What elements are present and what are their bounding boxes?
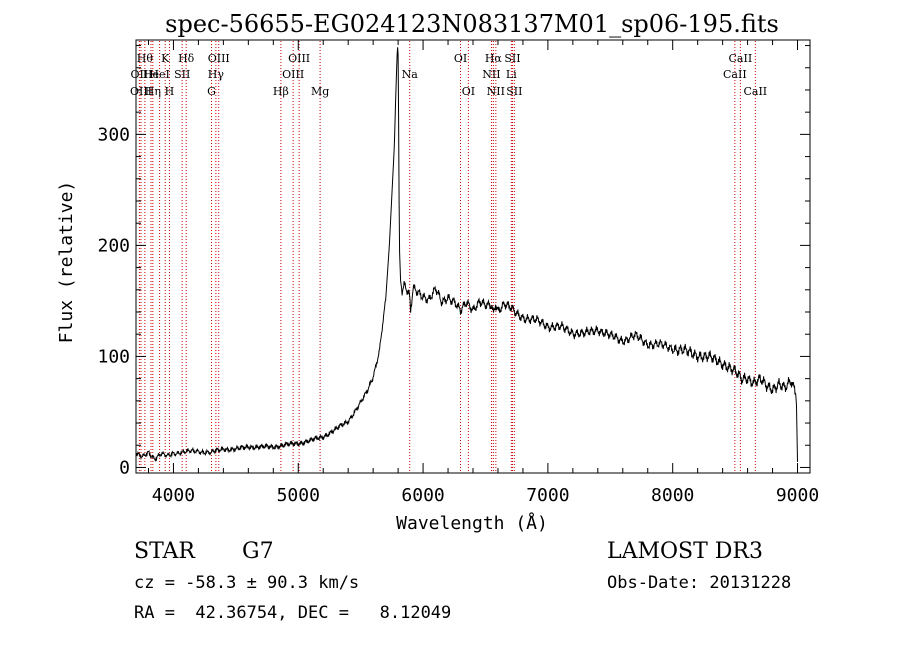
line-marker-label-15: OIII xyxy=(288,52,310,65)
y-tick-label-1: 100 xyxy=(97,346,130,367)
line-marker-label-13: Hβ xyxy=(273,85,289,98)
line-marker-label-5: K xyxy=(161,52,170,65)
line-marker-label-23: SII xyxy=(504,52,520,65)
line-marker-label-4: Hη xyxy=(145,85,161,98)
line-marker-label-16: Mg xyxy=(311,85,329,98)
line-marker-label-22: NII xyxy=(487,85,505,98)
line-marker-label-28: CaII xyxy=(743,85,767,98)
line-marker-label-10: OIII xyxy=(208,52,230,65)
line-marker-label-19: OI xyxy=(462,85,475,98)
line-marker-labels: Hθ OII OIII He Hη K H HeI SII Hδ OIII Hγ G Hβ OIII OIII… xyxy=(130,52,767,98)
x-tick-label-5: 9000 xyxy=(776,485,819,506)
line-marker-label-1: OII xyxy=(131,68,149,81)
line-marker-label-2: OIII xyxy=(130,85,152,98)
plot-frame xyxy=(135,39,811,474)
line-marker-label-20: Hα xyxy=(485,52,503,65)
line-markers xyxy=(138,41,756,472)
y-axis-ticks: 0 100 200 300 xyxy=(97,45,810,478)
redshift-text: cz = -58.3 ± 90.3 km/s xyxy=(134,573,360,593)
x-tick-label-4: 8000 xyxy=(651,485,694,506)
line-marker-label-27: CaII xyxy=(723,68,747,81)
subclass-label: G7 xyxy=(242,539,274,564)
line-marker-label-11: Hγ xyxy=(208,68,225,81)
line-marker-label-21: NII xyxy=(482,68,500,81)
line-marker-label-18: OI xyxy=(454,52,467,65)
x-axis-ticks: 4000 5000 6000 7000 8000 9000 xyxy=(147,40,819,506)
line-marker-label-26: CaII xyxy=(729,52,753,65)
x-tick-label-2: 6000 xyxy=(401,485,444,506)
line-marker-label-25: SII xyxy=(506,85,522,98)
y-axis-label: Flux (relative) xyxy=(56,181,77,344)
x-axis-label: Wavelength (Å) xyxy=(396,512,548,534)
y-tick-label-2: 200 xyxy=(97,235,130,256)
line-marker-label-0: Hθ xyxy=(137,52,154,65)
obs-date-text: Obs-Date: 20131228 xyxy=(607,573,792,593)
x-tick-label-3: 7000 xyxy=(526,485,569,506)
line-marker-label-12: G xyxy=(207,85,216,98)
coordinates-text: RA = 42.36754, DEC = 8.12049 xyxy=(134,603,452,623)
x-tick-label-0: 4000 xyxy=(152,485,195,506)
line-marker-label-6: H xyxy=(165,85,175,98)
survey-label: LAMOST DR3 xyxy=(607,539,763,564)
y-tick-label-0: 0 xyxy=(119,457,130,478)
line-marker-label-9: Hδ xyxy=(178,52,195,65)
line-marker-label-24: Li xyxy=(506,68,517,81)
y-tick-label-3: 300 xyxy=(97,124,130,145)
chart-title: spec-56655-EG024123N083137M01_sp06-195.f… xyxy=(165,10,779,38)
line-marker-label-3: He xyxy=(143,68,159,81)
x-tick-label-1: 5000 xyxy=(277,485,320,506)
line-marker-label-14: OIII xyxy=(282,68,304,81)
line-marker-label-8: SII xyxy=(174,68,190,81)
spectrum-line xyxy=(135,47,798,462)
line-marker-label-17: Na xyxy=(402,68,419,81)
line-marker-label-7: HeI xyxy=(149,68,169,81)
class-label: STAR xyxy=(134,539,195,564)
